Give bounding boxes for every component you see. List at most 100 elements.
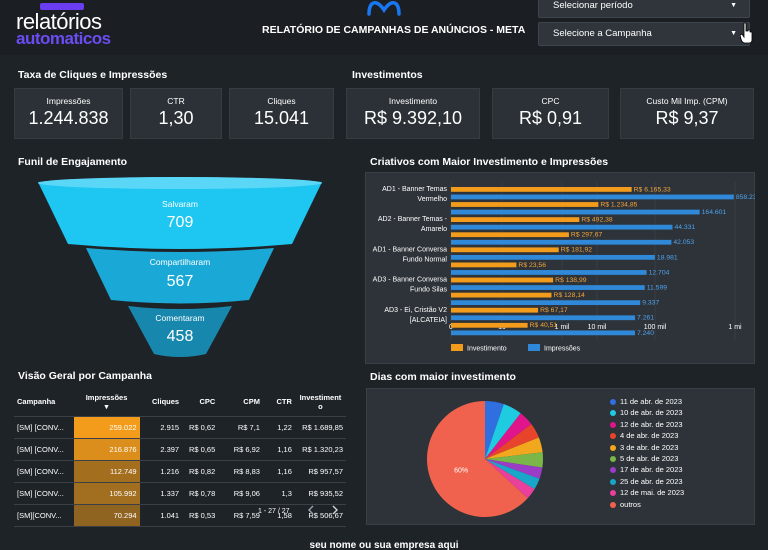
period-dropdown[interactable]: Selecionar período ▼ <box>538 0 750 18</box>
bar-label: R$ 1.234,85 <box>600 201 637 208</box>
pie-slice[interactable] <box>427 401 528 517</box>
table-row[interactable]: [SM] [CONV... 259.022 2.915 R$ 0,62 R$ 7,1 1,… <box>14 416 346 439</box>
pie-slice[interactable] <box>485 452 543 468</box>
pie-slice[interactable] <box>485 459 540 490</box>
campaign-table: Campanha Impressões ▾ Cliques CPC CPM CTR… <box>14 388 346 527</box>
bar[interactable] <box>451 315 636 321</box>
bar[interactable] <box>451 239 672 245</box>
category-label: AD1 - Banner Conversa <box>373 246 447 253</box>
table-cell-campanha: [SM] [CONV... <box>14 438 74 461</box>
pie-slice[interactable] <box>485 459 535 499</box>
bar[interactable] <box>451 262 517 268</box>
table-cell-impressoes: 105.992 <box>73 482 140 505</box>
legend-label: outros <box>620 499 641 509</box>
column-header-cpc[interactable]: CPC <box>182 388 219 417</box>
legend-label: 11 de abr. de 2023 <box>620 397 682 406</box>
bar[interactable] <box>451 194 734 200</box>
x-tick-label: 10 mil <box>588 324 607 331</box>
bar[interactable] <box>451 322 528 328</box>
bar-label: R$ 67,17 <box>540 307 568 314</box>
pie-slice[interactable] <box>485 404 521 459</box>
chevron-left-icon[interactable] <box>307 505 315 515</box>
campaign-dropdown[interactable]: Selecione a Campanha ▼ <box>538 22 750 46</box>
column-header-clicks[interactable]: Cliques <box>139 388 183 417</box>
column-header-ctr[interactable]: CTR <box>262 388 295 417</box>
legend-item[interactable]: 4 de abr. de 2023 <box>610 430 684 441</box>
pie-slice[interactable] <box>485 424 539 459</box>
bar[interactable] <box>451 247 559 253</box>
table-cell-cpm: R$ 7,59 <box>218 504 263 527</box>
table-cell-cliques: 2.915 <box>139 416 183 439</box>
pie-slice[interactable] <box>485 401 504 459</box>
logo-badge <box>40 3 84 10</box>
column-header-campaign[interactable]: Campanha <box>14 388 74 417</box>
table-header-row: Campanha Impressões ▾ Cliques CPC CPM CTR… <box>14 388 346 417</box>
legend-dot <box>610 478 616 485</box>
table-cell-cliques: 1.216 <box>139 460 183 483</box>
legend-item[interactable]: 11 de abr. de 2023 <box>610 396 684 407</box>
category-label: [ALCATEIA] <box>410 317 447 324</box>
bar[interactable] <box>451 202 599 207</box>
pie-slice-label: 60% <box>454 467 468 474</box>
table-row[interactable]: [SM] [CONV... 216.876 2.397 R$ 0,65 R$ 6,92 1… <box>14 438 346 461</box>
category-label: AD2 - Banner Temas - <box>378 216 448 223</box>
table-row[interactable]: [SM] [CONV... 105.992 1.337 R$ 0,78 R$ 9,06 1… <box>14 482 346 505</box>
pie-slice[interactable] <box>485 437 543 459</box>
bar-label: R$ 6.165,33 <box>634 186 671 193</box>
chevron-right-icon[interactable] <box>331 505 339 515</box>
bar[interactable] <box>451 232 569 238</box>
sort-desc-icon: ▾ <box>104 401 109 411</box>
clicks-impressions-title: Taxa de Cliques e Impressões <box>18 69 168 81</box>
kpi-value: R$ 9,37 <box>655 108 719 128</box>
table-cell-cliques: 1.337 <box>139 482 183 505</box>
legend-item[interactable]: 17 de abr. de 2023 <box>610 464 684 475</box>
bar[interactable] <box>451 254 655 260</box>
bar-label: R$ 23,56 <box>518 262 546 269</box>
bar[interactable] <box>451 285 645 290</box>
bar[interactable] <box>451 217 580 222</box>
bar[interactable] <box>451 307 539 313</box>
bar[interactable] <box>451 292 552 298</box>
table-cell-cpc: R$ 0,78 <box>182 482 219 505</box>
column-header-cpm[interactable]: CPM <box>218 388 263 417</box>
table-cell-ctr: 1,3 <box>262 482 295 505</box>
funnel-stage-commented: Comentaram 458 <box>128 306 232 357</box>
table-cell-investimento: R$ 935,52 <box>294 482 346 505</box>
kpi-value: 15.041 <box>253 108 310 128</box>
kpi-impressions: Impressões 1.244.838 <box>14 88 123 139</box>
bar[interactable] <box>451 187 632 192</box>
category-label: AD3 - Banner Conversa <box>373 277 447 284</box>
table-row[interactable]: [SM] [CONV... 112.749 1.216 R$ 0,82 R$ 8,83 1… <box>14 460 346 483</box>
legend-item[interactable]: 12 de abr. de 2023 <box>610 419 684 430</box>
caret-down-icon: ▼ <box>730 2 737 9</box>
pie-slice[interactable] <box>485 459 543 479</box>
column-header-impressions[interactable]: Impressões ▾ <box>73 388 140 417</box>
table-cell-investimento: R$ 1.689,85 <box>294 416 346 439</box>
table-cell-investimento: R$ 1.320,23 <box>294 438 346 461</box>
bar[interactable] <box>451 330 635 336</box>
column-header-investment[interactable]: Investimento <box>294 388 346 417</box>
footer-text: seu nome ou sua empresa aqui <box>309 540 459 550</box>
bar[interactable] <box>451 277 554 283</box>
legend-dot <box>610 421 616 428</box>
bar[interactable] <box>451 224 673 230</box>
legend-item[interactable]: 10 de abr. de 2023 <box>610 407 684 418</box>
legend-item[interactable]: 3 de abr. de 2023 <box>610 442 684 453</box>
table-cell-investimento: R$ 957,57 <box>294 460 346 483</box>
legend-dot <box>610 501 616 508</box>
bar[interactable] <box>451 300 641 306</box>
legend-item[interactable]: outros <box>610 499 684 510</box>
pie-slice[interactable] <box>485 413 532 459</box>
legend-item[interactable]: 12 de mai. de 2023 <box>610 487 684 498</box>
bar[interactable] <box>451 270 647 275</box>
legend-label: Impressões <box>544 346 581 353</box>
legend-item[interactable]: 25 de abr. de 2023 <box>610 476 684 487</box>
hand-cursor-icon <box>740 22 753 44</box>
meta-logo-icon <box>367 1 401 16</box>
table-cell-impressoes: 259.022 <box>73 416 140 439</box>
bar[interactable] <box>451 209 700 215</box>
legend-item[interactable]: 5 de abr. de 2023 <box>610 453 684 464</box>
category-label: Fundo Normal <box>403 256 448 263</box>
table-row[interactable]: [SM][CONV... 70.294 1.041 R$ 0,53 R$ 7,59 1,5… <box>14 504 346 527</box>
